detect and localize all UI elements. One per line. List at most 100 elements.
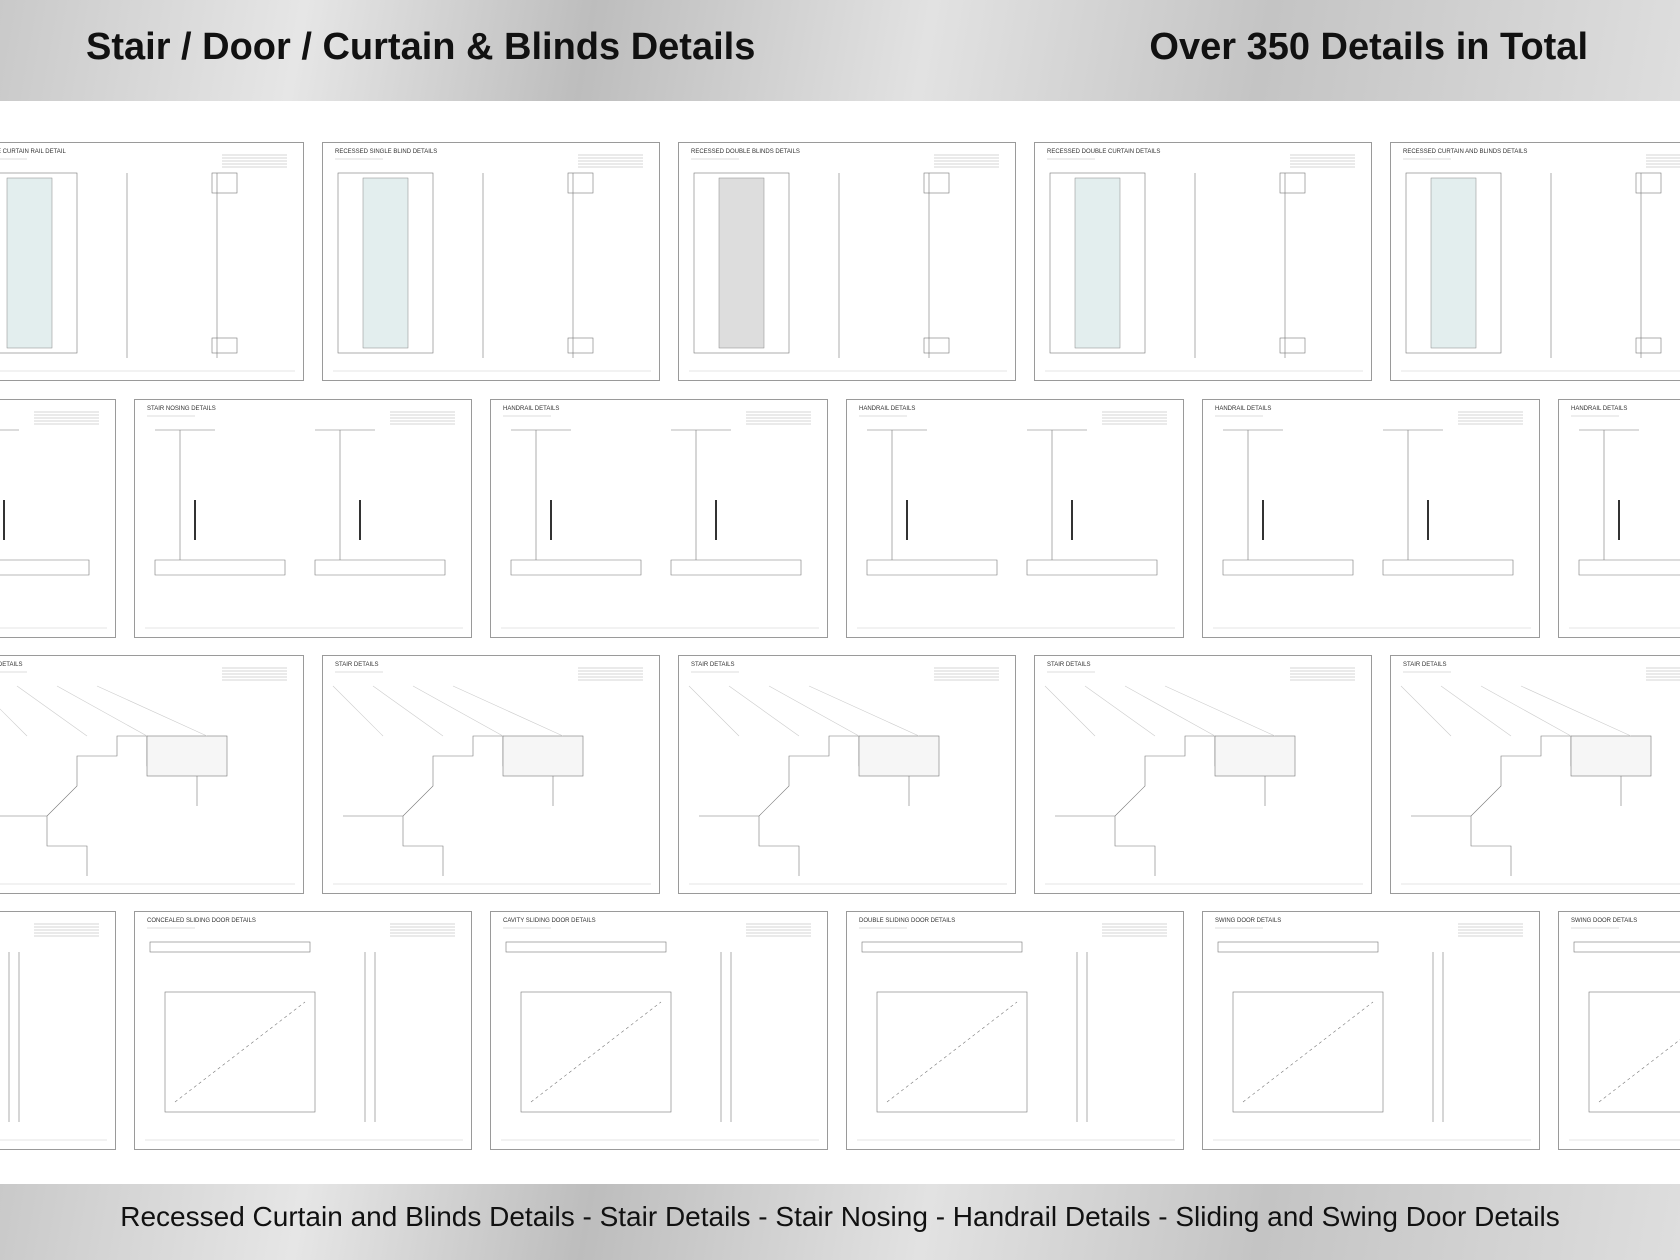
sheet-drawing	[857, 923, 1175, 1141]
sheet-linework	[567, 337, 594, 354]
sheet-linework	[718, 177, 765, 349]
sheet-title: DOUBLE SLIDING DOOR DETAILS	[859, 918, 956, 924]
detail-sheet: CONCEALED SLIDING DOOR DETAILS	[134, 911, 472, 1150]
sheet-drawing	[0, 923, 107, 1141]
sheet-linework	[510, 429, 642, 576]
sheet-linework	[337, 172, 434, 354]
sheet-linework	[1279, 337, 1306, 354]
sheet-drawing	[1401, 154, 1680, 372]
sheet-drawing	[0, 411, 107, 629]
sheet-linework	[1635, 172, 1662, 194]
sheet-grid: SINGLE CURTAIN RAIL DETAIL RECESSED SINGL…	[0, 101, 1680, 1184]
sheet-linework	[923, 172, 950, 194]
detail-sheet: RECESSED DOUBLE CURTAIN DETAILS	[1034, 142, 1372, 381]
sheet-linework	[1232, 991, 1384, 1113]
sheet-linework	[502, 735, 584, 777]
sheet-title: STAIR DETAILS	[691, 662, 735, 668]
sheet-linework	[693, 172, 790, 354]
sheet-title: RECESSED CURTAIN AND BLINDS DETAILS	[1403, 149, 1528, 155]
sheet-linework	[520, 991, 672, 1113]
sheet-drawing	[145, 411, 463, 629]
sheet-linework	[154, 429, 286, 576]
footer-band: Recessed Curtain and Blinds Details - St…	[0, 1184, 1680, 1260]
sheet-title: SWING DOOR DETAILS	[1571, 918, 1638, 924]
sheet-linework	[0, 172, 78, 354]
sheet-linework	[530, 1001, 662, 1103]
sheet-linework	[1049, 172, 1146, 354]
sheet-linework	[1598, 1039, 1680, 1103]
detail-sheet: RECESSED CURTAIN AND BLINDS DETAILS	[1390, 142, 1680, 381]
sheet-linework	[861, 941, 1023, 953]
sheet-title: RECESSED DOUBLE BLINDS DETAILS	[691, 149, 800, 155]
detail-sheet: DOUBLE SLIDING DOOR DETAILS	[846, 911, 1184, 1150]
sheet-linework	[211, 337, 238, 354]
sheet-linework	[1480, 685, 1572, 737]
detail-sheet: CAVITY SLIDING DOOR DETAILS	[490, 911, 828, 1150]
sheet-title: RECESSED DOUBLE CURTAIN DETAILS	[1047, 149, 1161, 155]
sheet-drawing	[1569, 415, 1680, 629]
detail-sheet	[0, 911, 116, 1150]
sheet-linework	[16, 685, 88, 737]
sheet-title: CONCEALED SLIDING DOOR DETAILS	[147, 918, 256, 924]
sheet-drawing	[1213, 923, 1531, 1141]
sheet-title: STAIR DETAILS	[0, 662, 23, 668]
sheet-drawing	[333, 154, 651, 372]
sheet-title: SINGLE CURTAIN RAIL DETAIL	[0, 149, 66, 155]
sheet-title: HANDRAIL DETAILS	[859, 406, 916, 412]
sheet-linework	[1242, 1001, 1374, 1103]
sheet-linework	[0, 429, 90, 576]
sheet-linework	[1084, 685, 1156, 737]
header-band: Stair / Door / Curtain & Blinds Details …	[0, 0, 1680, 101]
sheet-title: CAVITY SLIDING DOOR DETAILS	[503, 918, 596, 924]
sheet-linework	[768, 685, 860, 737]
sheet-title: HANDRAIL DETAILS	[1215, 406, 1272, 412]
sheet-linework	[372, 685, 444, 737]
sheet-linework	[1400, 685, 1452, 737]
detail-sheet: STAIR DETAILS	[0, 655, 304, 894]
sheet-linework	[886, 1001, 1018, 1103]
sheet-linework	[211, 172, 238, 194]
detail-sheet: SINGLE CURTAIN RAIL DETAIL	[0, 142, 304, 381]
sheet-drawing	[332, 667, 651, 885]
header-subtitle: Over 350 Details in Total	[1149, 26, 1588, 68]
header-title: Stair / Door / Curtain & Blinds Details	[86, 26, 756, 68]
sheet-linework	[1573, 941, 1680, 953]
detail-sheet: SWING DOOR DETAILS	[1558, 911, 1680, 1150]
sheet-title: STAIR DETAILS	[1403, 662, 1447, 668]
sheet-drawing	[688, 667, 1007, 885]
sheet-drawing	[145, 923, 463, 1141]
sheet-title: RECESSED SINGLE BLIND DETAILS	[335, 149, 438, 155]
sheet-linework	[1214, 735, 1296, 777]
sheet-linework	[728, 685, 800, 737]
sheet-linework	[412, 685, 504, 737]
sheet-linework	[96, 685, 208, 737]
sheet-linework	[688, 685, 740, 737]
sheet-linework	[1570, 735, 1652, 777]
sheet-drawing	[0, 154, 295, 372]
sheet-drawing	[0, 667, 295, 885]
sheet-linework	[1405, 172, 1502, 354]
sheet-linework	[1430, 177, 1477, 349]
sheet-drawing	[501, 923, 819, 1141]
sheet-linework	[1222, 429, 1354, 576]
detail-sheet: HANDRAIL DETAILS	[846, 399, 1184, 638]
detail-sheet: STAIR DETAILS	[322, 655, 660, 894]
sheet-linework	[314, 429, 446, 576]
sheet-linework	[1217, 941, 1379, 953]
sheet-linework	[866, 429, 998, 576]
detail-sheet: STAIR DETAILS	[1034, 655, 1372, 894]
sheet-linework	[1635, 337, 1662, 354]
sheet-linework	[6, 177, 53, 349]
sheet-linework	[56, 685, 148, 737]
detail-sheet: HANDRAIL DETAILS	[1558, 399, 1680, 638]
sheet-title: SWING DOOR DETAILS	[1215, 918, 1282, 924]
sheet-title: STAIR NOSING DETAILS	[147, 406, 216, 412]
sheet-linework	[505, 941, 667, 953]
sheet-drawing	[1045, 154, 1363, 372]
detail-sheet: SWING DOOR DETAILS	[1202, 911, 1540, 1150]
sheet-linework	[452, 685, 564, 737]
sheet-linework	[1520, 685, 1632, 737]
sheet-linework	[164, 991, 316, 1113]
sheet-drawing	[689, 154, 1007, 372]
